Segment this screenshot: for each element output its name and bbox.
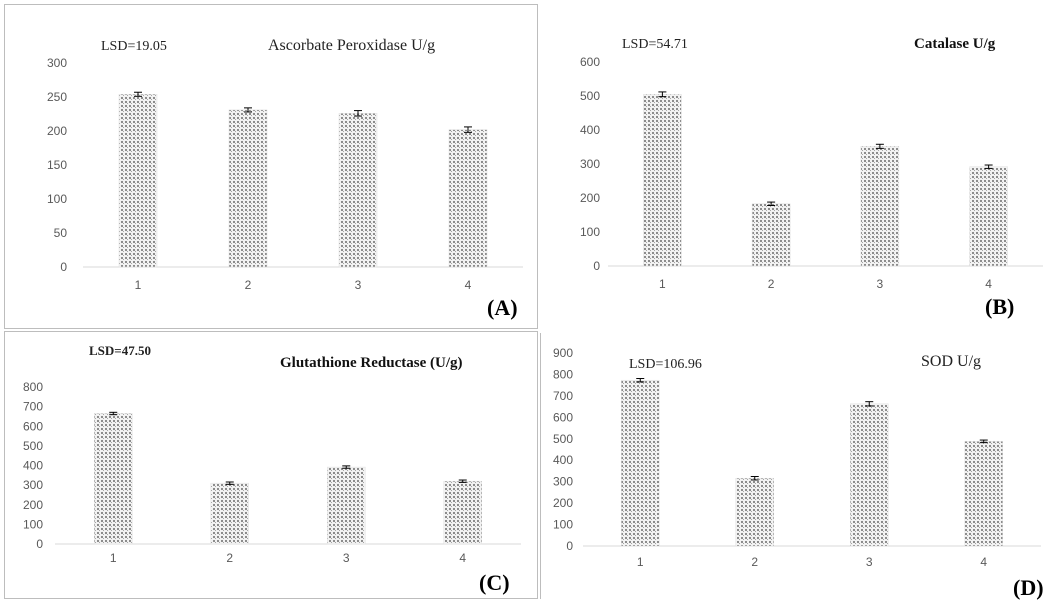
chart-panel-a: LSD=19.05 Ascorbate Peroxidase U/g 0 50 10…: [4, 4, 538, 329]
y-tick-label: 700: [23, 400, 43, 414]
y-tick-label: 100: [580, 225, 600, 239]
chart-title: Catalase U/g: [914, 36, 996, 52]
bar-1: [621, 379, 660, 547]
y-axis-ticks: 0 50 100 150 200 250 300: [47, 56, 67, 274]
y-tick-label: 800: [23, 380, 43, 394]
y-tick-label: 400: [23, 459, 43, 473]
x-axis-ticks: 1 2 3 4: [637, 555, 988, 569]
lsd-label: LSD=47.50: [89, 343, 151, 358]
chart-title: Glutathione Reductase (U/g): [280, 355, 463, 371]
bars: [583, 378, 1041, 547]
bar-1: [643, 94, 682, 267]
y-tick-label: 0: [566, 539, 573, 553]
y-tick-label: 100: [553, 518, 573, 532]
bar-1: [94, 413, 133, 545]
chart-panel-c: LSD=47.50 Glutathione Reductase (U/g) 0 1…: [4, 331, 538, 599]
bar-2: [735, 477, 774, 547]
x-tick-label: 3: [866, 555, 873, 569]
y-tick-label: 100: [47, 192, 67, 206]
panel-label: (C): [479, 570, 510, 595]
y-tick-label: 400: [553, 453, 573, 467]
y-tick-label: 200: [23, 498, 43, 512]
y-tick-label: 100: [23, 517, 43, 531]
y-tick-label: 150: [47, 158, 67, 172]
y-tick-label: 300: [580, 157, 600, 171]
chart-panel-d: LSD=106.96 SOD U/g 0 100 200 300 400 500 600 70…: [540, 333, 1050, 600]
chart-d-svg: LSD=106.96 SOD U/g 0 100 200 300 400 500 600 70…: [553, 346, 1044, 600]
bar-2: [210, 482, 249, 545]
x-axis-ticks: 1 2 3 4: [659, 277, 992, 291]
x-tick-label: 4: [985, 277, 992, 291]
y-axis-ticks: 0 100 200 300 400 500 600 700 800 900: [553, 346, 573, 553]
x-tick-label: 2: [226, 551, 233, 565]
bar-4: [964, 441, 1003, 547]
y-tick-label: 600: [553, 410, 573, 424]
y-tick-label: 50: [54, 226, 68, 240]
y-tick-label: 300: [47, 56, 67, 70]
bars: [55, 411, 521, 545]
x-tick-label: 2: [768, 277, 775, 291]
x-tick-label: 1: [659, 277, 666, 291]
chart-a-svg: LSD=19.05 Ascorbate Peroxidase U/g 05010…: [47, 37, 523, 320]
bar-4: [448, 129, 488, 268]
x-tick-label: 3: [877, 277, 884, 291]
bar-4: [443, 480, 482, 545]
bars: [83, 91, 523, 268]
x-axis-ticks: 1 2 3 4: [135, 278, 472, 292]
lsd-label: LSD=19.05: [101, 39, 167, 54]
x-tick-label: 1: [110, 551, 117, 565]
x-axis-ticks: 1 2 3 4: [110, 551, 467, 565]
bar-3: [850, 403, 889, 547]
bars: [608, 91, 1043, 267]
bar-3: [327, 466, 366, 545]
bar-2: [751, 203, 791, 267]
bar-2: [228, 109, 268, 268]
y-tick-label: 700: [553, 389, 573, 403]
x-tick-label: 1: [135, 278, 142, 292]
chart-title: SOD U/g: [921, 353, 981, 370]
y-tick-label: 500: [580, 89, 600, 103]
chart-panel-b: LSD=54.71 Catalase U/g 0 100 200 300 400 500 6…: [540, 12, 1050, 329]
y-tick-label: 600: [580, 55, 600, 69]
bar-3: [338, 113, 378, 268]
y-axis-ticks: 0 100 200 300 400 500 600: [580, 55, 600, 273]
y-tick-label: 500: [553, 432, 573, 446]
x-tick-label: 1: [637, 555, 644, 569]
panel-label: (B): [985, 294, 1014, 319]
bar-4: [969, 166, 1008, 267]
chart-b-svg: LSD=54.71 Catalase U/g 0 100 200 300 400 500 6…: [580, 36, 1043, 319]
x-tick-label: 2: [751, 555, 758, 569]
lsd-label: LSD=106.96: [629, 357, 702, 372]
y-tick-label: 0: [60, 260, 67, 274]
bar-1: [118, 94, 158, 268]
y-tick-label: 250: [47, 90, 67, 104]
y-tick-label: 300: [553, 475, 573, 489]
y-tick-label: 800: [553, 367, 573, 381]
panel-label: (D): [1013, 575, 1044, 600]
x-tick-label: 4: [459, 551, 466, 565]
y-tick-label: 400: [580, 123, 600, 137]
x-tick-label: 3: [355, 278, 362, 292]
chart-title: Ascorbate Peroxidase U/g: [268, 37, 435, 54]
y-tick-label: 0: [36, 537, 43, 551]
bar-3: [860, 146, 900, 267]
y-tick-label: 200: [580, 191, 600, 205]
chart-c-svg: LSD=47.50 Glutathione Reductase (U/g) 0 1…: [23, 343, 521, 595]
y-tick-label: 900: [553, 346, 573, 360]
lsd-label: LSD=54.71: [622, 37, 688, 52]
x-tick-label: 4: [465, 278, 472, 292]
y-tick-label: 0: [593, 259, 600, 273]
y-tick-label: 600: [23, 419, 43, 433]
panel-label: (A): [487, 295, 518, 320]
y-tick-label: 300: [23, 478, 43, 492]
y-axis-ticks: 0 100 200 300 400 500 600 700 800: [23, 380, 43, 551]
x-tick-label: 2: [245, 278, 252, 292]
y-tick-label: 500: [23, 439, 43, 453]
x-tick-label: 3: [343, 551, 350, 565]
x-tick-label: 4: [980, 555, 987, 569]
y-tick-label: 200: [47, 124, 67, 138]
y-tick-label: 200: [553, 496, 573, 510]
